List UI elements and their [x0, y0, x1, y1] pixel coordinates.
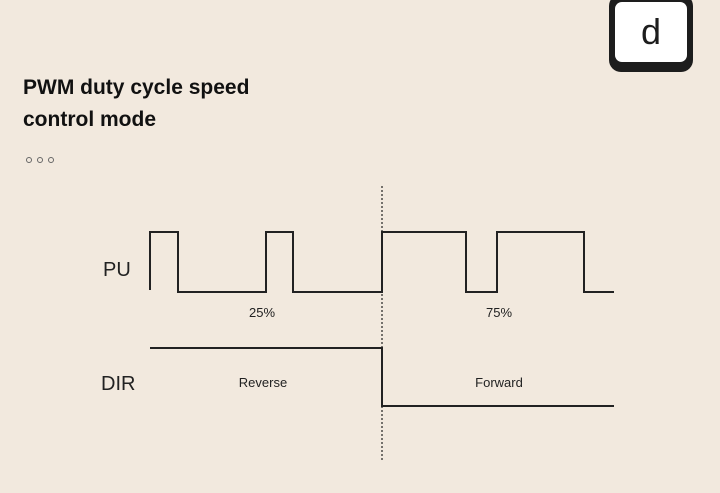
- page-dot: [37, 157, 43, 163]
- page-dot: [48, 157, 54, 163]
- dir-signal-label: DIR: [101, 373, 135, 395]
- page-title: PWM duty cycle speed control mode: [23, 72, 323, 136]
- dir-waveform: [150, 347, 614, 407]
- title-line-1: PWM duty cycle speed: [23, 76, 250, 99]
- key-badge: d: [609, 0, 693, 72]
- title-line-2: control mode: [23, 108, 157, 131]
- dir-forward-label: Forward: [475, 375, 523, 390]
- dir-reverse-label: Reverse: [239, 375, 287, 390]
- pu-signal-label: PU: [103, 259, 131, 281]
- page-dot: [26, 157, 32, 163]
- key-letter: d: [615, 2, 687, 62]
- pu-duty-label-2: 75%: [486, 305, 512, 320]
- pu-duty-label-1: 25%: [249, 305, 275, 320]
- pu-waveform: [149, 231, 614, 293]
- page-indicator: [26, 157, 54, 163]
